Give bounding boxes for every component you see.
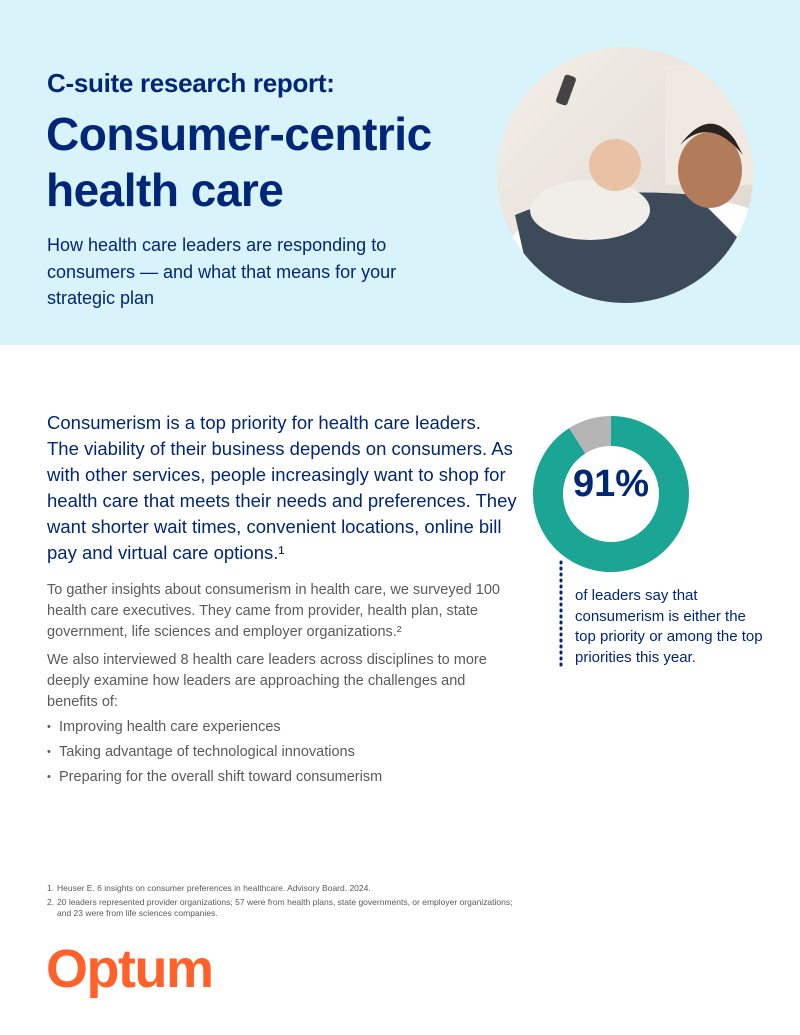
footnote-text: 20 leaders represented provider organiza… bbox=[57, 897, 513, 918]
photo-face bbox=[678, 132, 742, 208]
lead-paragraph: Consumerism is a top priority for health… bbox=[47, 412, 517, 563]
footnote-number: 2. bbox=[47, 897, 55, 907]
bullet: Taking advantage of technological innova… bbox=[47, 742, 382, 763]
logo: Optum bbox=[46, 939, 214, 999]
photo-phone bbox=[556, 74, 576, 106]
bullet: Preparing for the overall shift toward c… bbox=[47, 767, 382, 788]
footnote-number: 1. bbox=[47, 883, 55, 893]
paragraph: We also interviewed 8 health care leader… bbox=[47, 652, 487, 710]
photo-baby-head bbox=[589, 139, 641, 191]
stat-donut: 91% bbox=[533, 416, 689, 668]
stat-caption: of leaders say that consumerism is eithe… bbox=[575, 587, 763, 666]
photo-content bbox=[497, 47, 753, 303]
paragraph: To gather insights about consumerism in … bbox=[47, 582, 500, 640]
eyebrow: C-suite research report: bbox=[47, 68, 335, 98]
footnote: 1. Heuser E. 6 insights on consumer prefe… bbox=[47, 883, 517, 894]
bullet-list: Improving health care experiences Taking… bbox=[47, 717, 382, 792]
footnote: 2. 20 leaders represented provider organi… bbox=[47, 897, 517, 919]
footnote-text: Heuser E. 6 insights on consumer prefere… bbox=[57, 883, 371, 893]
bullet: Improving health care experiences bbox=[47, 717, 382, 738]
photo-hair bbox=[680, 123, 743, 155]
stat-label: 91% bbox=[573, 463, 649, 505]
donut-segment bbox=[569, 416, 612, 454]
title: Consumer-centric health care bbox=[46, 108, 432, 216]
donut-segment bbox=[533, 416, 689, 572]
photo-baby bbox=[530, 180, 650, 240]
hero-photo bbox=[497, 47, 753, 303]
footnotes: 1. Heuser E. 6 insights on consumer prefe… bbox=[47, 883, 517, 922]
subtitle: How health care leaders are responding t… bbox=[47, 235, 397, 308]
